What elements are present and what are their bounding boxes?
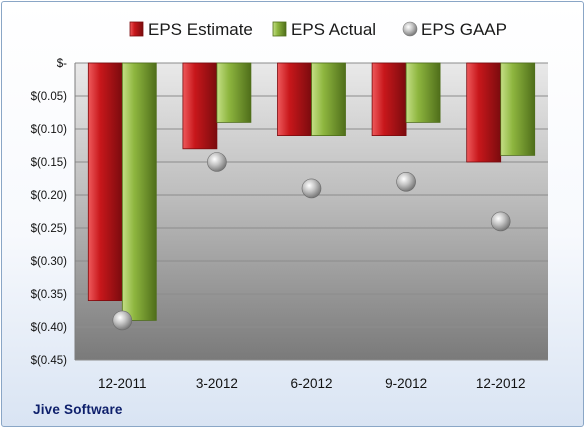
legend-label: EPS Estimate [148, 20, 253, 39]
company-label: Jive Software [33, 402, 123, 417]
y-tick-label: $(0.35) [31, 289, 68, 301]
bar-eps-actual [405, 62, 441, 123]
bar-eps-estimate [277, 62, 312, 136]
marker-eps-gaap [112, 310, 133, 331]
legend-label: EPS GAAP [421, 20, 507, 39]
x-category-label: 3-2012 [196, 376, 238, 391]
legend-swatch-estimate [129, 21, 144, 37]
eps-chart: EPS Estimate EPS Actual EPS GAAP $- $(0.05)… [31, 20, 548, 391]
legend-item-gaap: EPS GAAP [402, 20, 507, 39]
y-tick-label: $(0.25) [31, 223, 68, 235]
x-category-label: 6-2012 [290, 376, 332, 391]
legend-swatch-gaap [402, 21, 418, 37]
legend-item-actual: EPS Actual [272, 20, 376, 39]
bar-eps-actual [216, 62, 252, 123]
legend-item-estimate: EPS Estimate [129, 20, 253, 39]
y-tick-label: $(0.40) [31, 322, 68, 334]
legend-label: EPS Actual [291, 20, 376, 39]
y-tick-label: $- [57, 58, 67, 70]
bar-eps-estimate [182, 62, 218, 150]
bar-eps-estimate [466, 62, 502, 163]
bar-eps-actual [311, 62, 346, 136]
bar-eps-actual [121, 62, 157, 321]
y-tick-label: $(0.30) [31, 256, 68, 268]
y-tick-label: $(0.05) [31, 91, 68, 103]
x-category-label: 12-2011 [98, 376, 147, 391]
x-category-label: 12-2012 [476, 376, 526, 391]
y-tick-label: $(0.20) [31, 190, 68, 202]
marker-eps-gaap [490, 211, 511, 232]
legend-swatch-actual [272, 21, 287, 37]
marker-eps-gaap [301, 178, 322, 199]
y-tick-label: $(0.45) [31, 355, 68, 367]
bar-eps-actual [500, 62, 536, 156]
y-tick-label: $(0.15) [31, 157, 68, 169]
bar-eps-estimate [371, 62, 407, 136]
marker-eps-gaap [396, 172, 416, 192]
x-category-label: 9-2012 [385, 376, 427, 391]
bar-eps-estimate [87, 62, 123, 302]
marker-eps-gaap [207, 152, 227, 172]
y-tick-label: $(0.10) [31, 124, 68, 136]
